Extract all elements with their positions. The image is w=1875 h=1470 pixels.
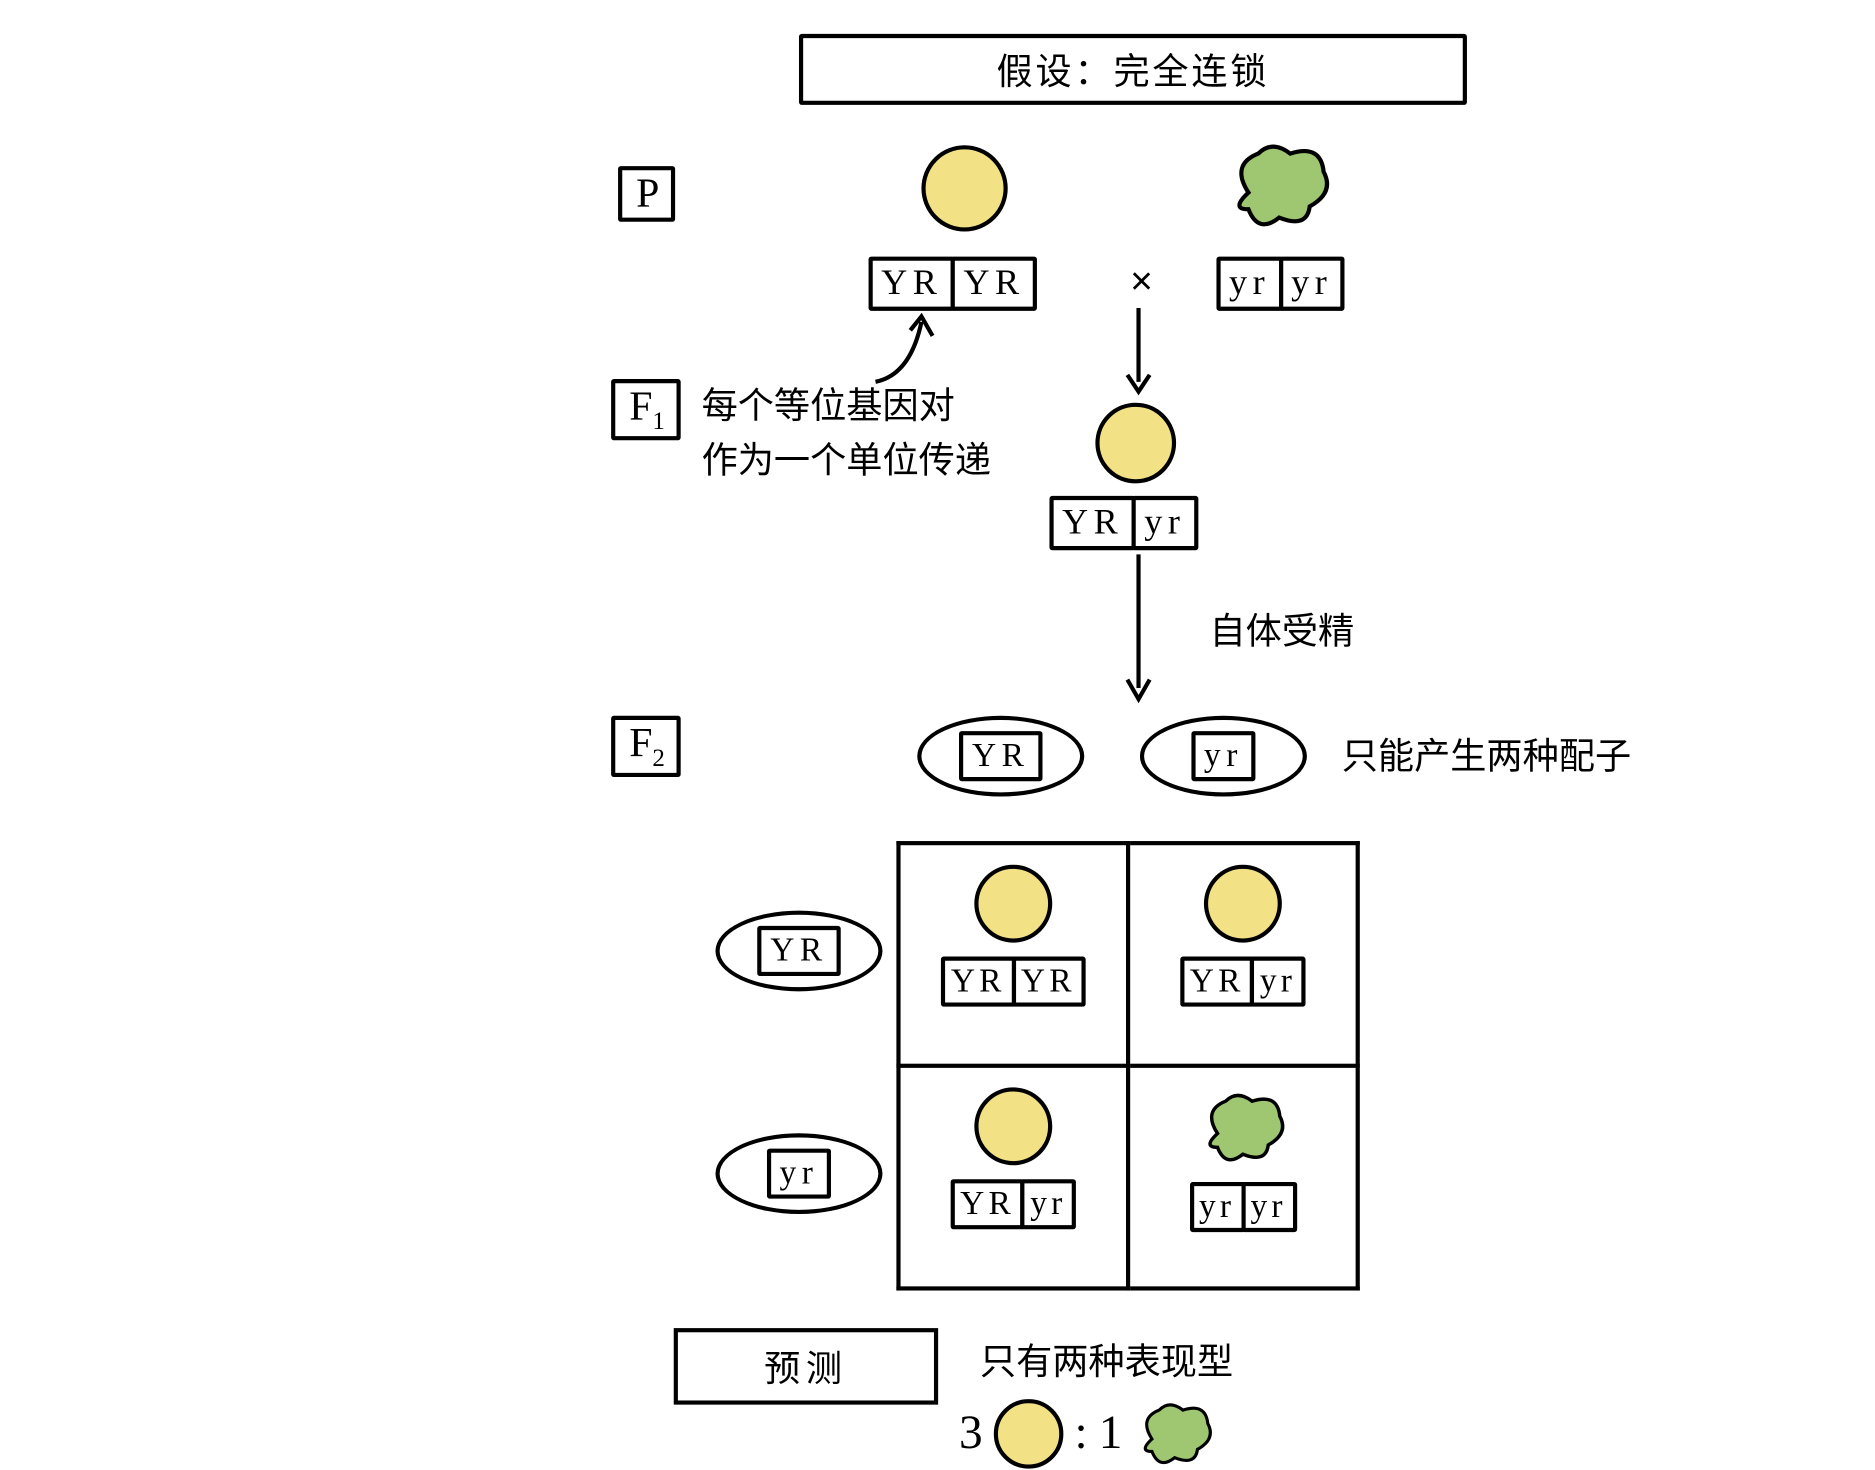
pea-yellow-icon [1203, 865, 1281, 943]
prediction-label-box: 预测 [673, 1328, 937, 1405]
allele-box: YR [868, 257, 954, 311]
allele-box: YR [1049, 496, 1135, 550]
punnett-cell: yryr [1128, 1066, 1358, 1289]
pea-yellow-icon [974, 865, 1052, 943]
allele-box: YR [1180, 957, 1254, 1007]
allele-box: yr [1250, 957, 1306, 1007]
punnett-cell: YRYR [898, 843, 1128, 1066]
allele-box: YR [959, 731, 1042, 781]
generation-label-f2: F2 [611, 716, 680, 777]
allele-box: YR [1011, 957, 1085, 1007]
note-line: 作为一个单位传递 [701, 433, 990, 487]
cross-symbol: × [1130, 259, 1153, 304]
pea-green-icon [1223, 137, 1334, 234]
allele-box: yr [1131, 496, 1197, 550]
allele-box: YR [950, 1179, 1024, 1229]
gen-p-text: P [636, 170, 659, 216]
allele-box: yr [1020, 1179, 1076, 1229]
prediction-text: 只有两种表现型 [979, 1335, 1232, 1389]
gen-f1-sub: 1 [652, 407, 665, 435]
gamete-ellipse: yr [715, 1133, 882, 1214]
ratio-number: 1 [1098, 1407, 1122, 1460]
punnett-cell: YRyr [898, 1066, 1128, 1289]
gamete-ellipse: yr [1139, 716, 1306, 797]
note-line: 每个等位基因对 [701, 379, 990, 433]
gen-f2-text: F [629, 720, 652, 766]
punnett-square: YRYR YRyr YRyr yr [896, 841, 1359, 1290]
gamete-ellipse: YR [715, 911, 882, 992]
note-allele-unit: 每个等位基因对 作为一个单位传递 [701, 379, 990, 488]
allele-box: yr [1191, 731, 1255, 781]
pea-yellow-icon [993, 1399, 1063, 1469]
allele-box: YR [757, 926, 840, 976]
allele-box: YR [941, 957, 1015, 1007]
generation-label-f1: F1 [611, 379, 680, 440]
pea-green-icon [1133, 1398, 1216, 1470]
generation-label-p: P [618, 166, 675, 222]
allele-box: yr [1240, 1182, 1296, 1232]
pea-yellow-icon [1095, 403, 1176, 484]
arrow-icon [854, 305, 951, 388]
arrow-down-icon [1124, 552, 1152, 705]
note-self-fertilization: 自体受精 [1209, 604, 1354, 658]
allele-box: yr [1216, 257, 1282, 311]
allele-box: yr [1278, 257, 1344, 311]
pea-green-icon [1194, 1087, 1291, 1168]
pea-yellow-icon [921, 145, 1007, 231]
phenotype-ratio: 3 : 1 [959, 1398, 1217, 1470]
allele-box: yr [766, 1149, 830, 1199]
hypothesis-title: 假设：完全连锁 [798, 34, 1466, 105]
allele-box: yr [1189, 1182, 1245, 1232]
pea-yellow-icon [974, 1087, 1052, 1165]
note-two-gametes: 只能产生两种配子 [1341, 730, 1630, 784]
allele-box: YR [950, 257, 1036, 311]
gen-f1-text: F [629, 383, 652, 429]
gamete-ellipse: YR [917, 716, 1084, 797]
ratio-sep: : [1074, 1407, 1087, 1460]
arrow-down-icon [1124, 305, 1152, 395]
ratio-number: 3 [959, 1407, 983, 1460]
punnett-cell: YRyr [1128, 843, 1358, 1066]
gen-f2-sub: 2 [652, 744, 665, 772]
